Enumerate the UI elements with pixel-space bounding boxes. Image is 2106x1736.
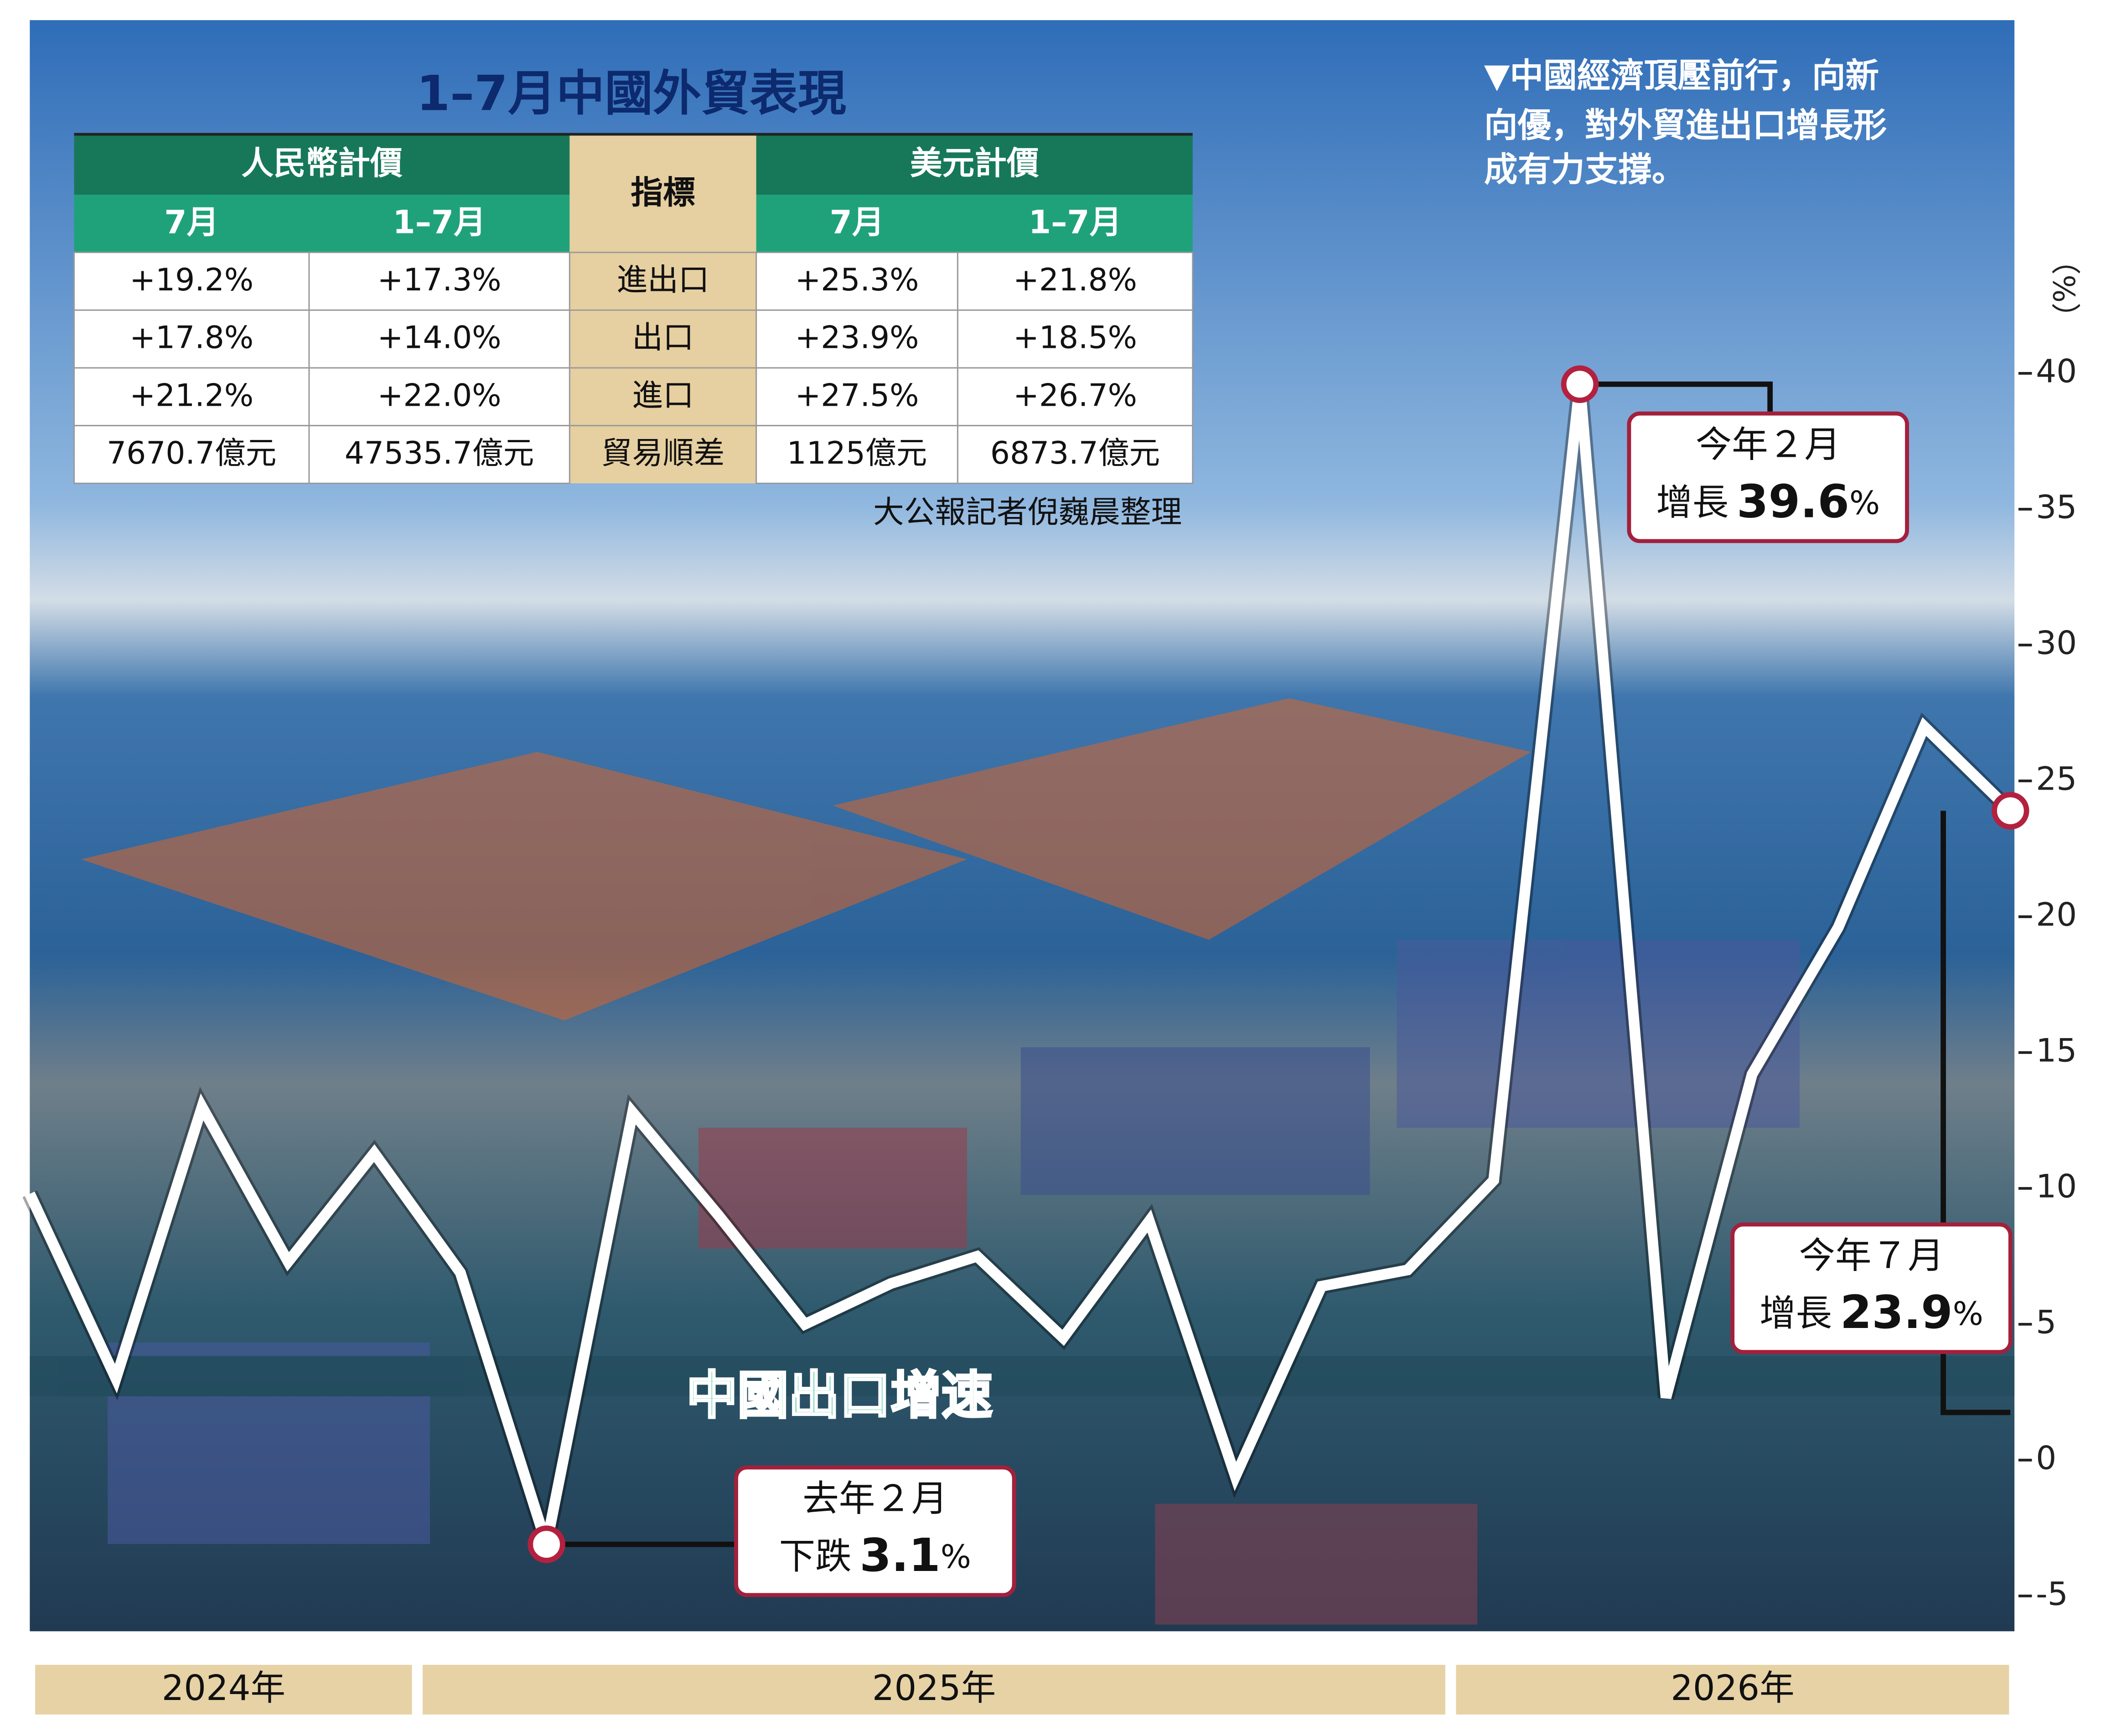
annotation-text: 增長 39.6% (1656, 475, 1880, 528)
caption: ▼中國經濟頂壓前行，向新 (1484, 57, 1879, 95)
port-decor (30, 698, 2015, 1625)
y-tick-label: 0 (2036, 1439, 2056, 1477)
table-cell: 貿易順差 (601, 435, 725, 471)
annotation-text: 今年７月 (1799, 1235, 1944, 1277)
table-header: 指標 (631, 174, 695, 212)
table-cell: +17.8% (129, 320, 254, 356)
cell-bg (73, 252, 310, 311)
chart-title: 1–7月中國外貿表現 (416, 66, 846, 122)
annotation-figure: 39.6 (1737, 475, 1849, 528)
table-subheader: 7月 (164, 203, 219, 241)
y-axis-label: （%） (2046, 245, 2080, 332)
annotation-unit: % (1953, 1295, 1983, 1333)
cell-bg (755, 252, 958, 311)
table-cell: +26.7% (1013, 377, 1137, 413)
table-cell: 1125億元 (787, 435, 927, 471)
caption: 向優，對外貿進出口增長形 (1484, 106, 1887, 145)
table-cell: +25.3% (795, 262, 919, 298)
caption: 成有力支撐。 (1484, 150, 1686, 189)
table-cell: +18.5% (1013, 320, 1137, 356)
table-cell: 6873.7億元 (990, 435, 1160, 471)
table-cell: +21.2% (129, 377, 254, 413)
year-band (423, 1664, 1445, 1715)
annotation-box (1730, 1222, 2013, 1354)
y-tick-label: -5 (2036, 1575, 2068, 1612)
cell-bg (308, 252, 570, 311)
y-tick-label: 15 (2036, 1031, 2077, 1069)
year-label: 2024年 (162, 1668, 285, 1709)
y-tick-label: 5 (2036, 1303, 2056, 1341)
annotation-text: 下跌 3.1% (779, 1529, 971, 1582)
cell-bg (308, 425, 570, 484)
cell-bg (755, 367, 958, 427)
annotation-figure: 3.1 (859, 1529, 940, 1582)
table-cell: +23.9% (795, 320, 919, 356)
cell-bg (957, 252, 1194, 311)
table-cell: +22.0% (378, 377, 502, 413)
annotation-box (1627, 411, 1909, 543)
cell-bg (957, 367, 1194, 427)
marker (1992, 792, 2029, 830)
table-cell: +14.0% (378, 320, 502, 356)
cell-bg (957, 425, 1194, 484)
y-tick-label: 30 (2036, 624, 2077, 661)
marker (1561, 365, 1599, 403)
table-header: 人民幣計價 (241, 144, 403, 182)
year-band (35, 1664, 412, 1715)
y-tick-label: 10 (2036, 1167, 2077, 1205)
cell-bg (308, 367, 570, 427)
annotation-text: 去年２月 (802, 1478, 947, 1520)
cell-bg (73, 425, 310, 484)
annotation-box (734, 1465, 1016, 1597)
table-subheader: 1–7月 (393, 203, 486, 241)
cell-bg (957, 309, 1194, 369)
annotation-verb: 增長 (1656, 481, 1728, 523)
table-cell: 7670.7億元 (107, 435, 276, 471)
y-tick-label: 25 (2036, 760, 2077, 797)
connector (1580, 381, 1773, 414)
table-subheader: 1–7月 (1029, 203, 1122, 241)
year-band (1456, 1664, 2009, 1715)
annotation-unit: % (1849, 484, 1880, 522)
line (25, 383, 2014, 1546)
cell-bg (73, 309, 310, 369)
table-cell: +19.2% (129, 262, 254, 298)
year-label: 2025年 (872, 1668, 996, 1709)
table-cell: +17.3% (378, 262, 502, 298)
annotation-text: 增長 23.9% (1759, 1286, 1983, 1339)
annotation-verb: 增長 (1759, 1292, 1832, 1334)
table-header: 美元計價 (910, 144, 1039, 182)
table-cell: +21.8% (1013, 262, 1137, 298)
cell-bg (755, 309, 958, 369)
connector (1940, 811, 2011, 1416)
table-subheader: 7月 (830, 203, 885, 241)
table-cell: 47535.7億元 (345, 435, 534, 471)
series-label: 中國出口增速 (687, 1366, 993, 1426)
plot: -5 0 5 10 15 20 25 30 35 40 2024年 2025年 2026年 中國出口增速去… (22, 352, 2077, 1715)
y-tick-label: 35 (2036, 488, 2077, 526)
table-cell: 進出口 (616, 262, 709, 298)
year-label: 2026年 (1671, 1668, 1794, 1709)
y-tick-label: 20 (2036, 895, 2077, 933)
cell-bg (73, 367, 310, 427)
table-cell: +27.5% (795, 377, 919, 413)
marker (528, 1525, 565, 1563)
source: 大公報記者倪巍晨整理 (873, 494, 1182, 530)
y-tick-label: 40 (2036, 352, 2077, 390)
table-cell: 進口 (632, 377, 693, 413)
cell-bg (308, 309, 570, 369)
annotation-verb: 下跌 (779, 1535, 852, 1577)
annotation-text: 今年２月 (1696, 424, 1841, 466)
table-cell: 出口 (632, 320, 693, 356)
annotation-unit: % (941, 1538, 971, 1576)
annotation-figure: 23.9 (1840, 1286, 1953, 1339)
